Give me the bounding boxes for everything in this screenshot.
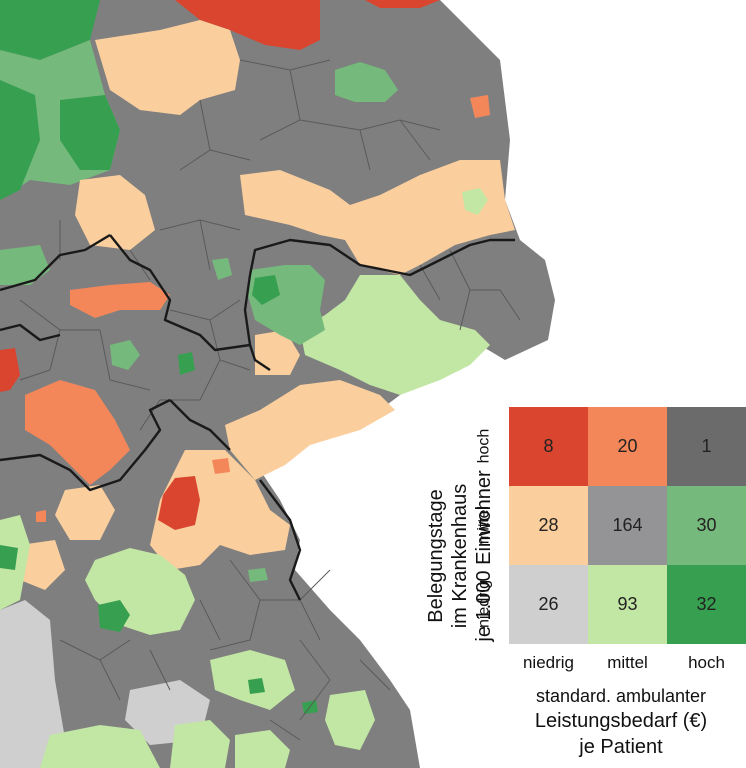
region-lightgreen: [40, 725, 160, 768]
legend-cell: 30: [667, 486, 746, 565]
region-lightorange: [75, 175, 155, 250]
region-darkgreen: [60, 95, 120, 170]
legend-cell: 93: [588, 565, 667, 644]
region-darkgreen: [0, 0, 100, 60]
region-midgreen: [248, 568, 268, 582]
region-lightorange: [95, 20, 240, 115]
region-orange: [25, 380, 130, 485]
row-label-niedrig: niedrig: [475, 579, 493, 629]
region-lightgray: [0, 600, 70, 768]
row-label-mittel: mittel: [475, 505, 493, 545]
legend-cell: 28: [509, 486, 588, 565]
region-darkgreen: [0, 545, 18, 570]
legend-y-title-line: im Krankenhaus: [449, 483, 471, 629]
region-lightorange: [225, 380, 395, 480]
legend-x-title-line: je Patient: [579, 736, 663, 758]
region-lightgreen: [300, 275, 490, 395]
region-lightgreen: [170, 720, 230, 768]
region-lightorange: [240, 160, 515, 275]
legend-cell: 32: [667, 565, 746, 644]
region-red: [175, 0, 320, 50]
row-label-hoch: hoch: [475, 428, 493, 464]
state-boundaries: [0, 233, 515, 601]
region-midgreen: [212, 258, 232, 280]
region-midgreen: [335, 62, 398, 102]
region-darkgreen: [248, 678, 265, 694]
region-midgreen: [0, 245, 50, 285]
region-darkgreen: [252, 275, 280, 305]
region-lightgreen: [235, 730, 290, 768]
legend-cell: 1: [667, 407, 746, 486]
legend-cell: 20: [588, 407, 667, 486]
region-red: [365, 0, 440, 8]
district-boundaries: [19, 59, 521, 741]
region-red: [0, 348, 20, 392]
region-lightgreen: [325, 690, 375, 750]
legend-y-title-line: Belegungstage: [425, 489, 447, 623]
col-label-mittel: mittel: [607, 653, 648, 672]
region-darkgreen: [0, 80, 40, 200]
region-darkgreen: [178, 352, 195, 375]
col-label-niedrig: niedrig: [522, 653, 575, 672]
region-orange: [212, 458, 230, 474]
legend-cell: 164: [588, 486, 667, 565]
region-lightgreen: [462, 188, 488, 215]
col-label-hoch: hoch: [688, 653, 725, 672]
legend-x-title-line: standard. ambulanter: [535, 686, 707, 706]
region-lightorange: [255, 330, 300, 375]
legend-cell: 26: [509, 565, 588, 644]
region-orange: [70, 282, 170, 318]
legend-x-title: standard. ambulanter Leistungsbedarf (€)…: [496, 684, 746, 760]
region-midgreen: [110, 340, 140, 370]
region-lightorange: [55, 485, 115, 540]
region-lightorange: [20, 540, 65, 590]
region-orange: [36, 510, 46, 522]
region-red: [158, 476, 200, 530]
legend-x-title-line: Leistungsbedarf (€): [534, 710, 708, 732]
region-orange: [470, 95, 490, 118]
legend-cell: 8: [509, 407, 588, 486]
region-darkgreen: [98, 600, 130, 632]
